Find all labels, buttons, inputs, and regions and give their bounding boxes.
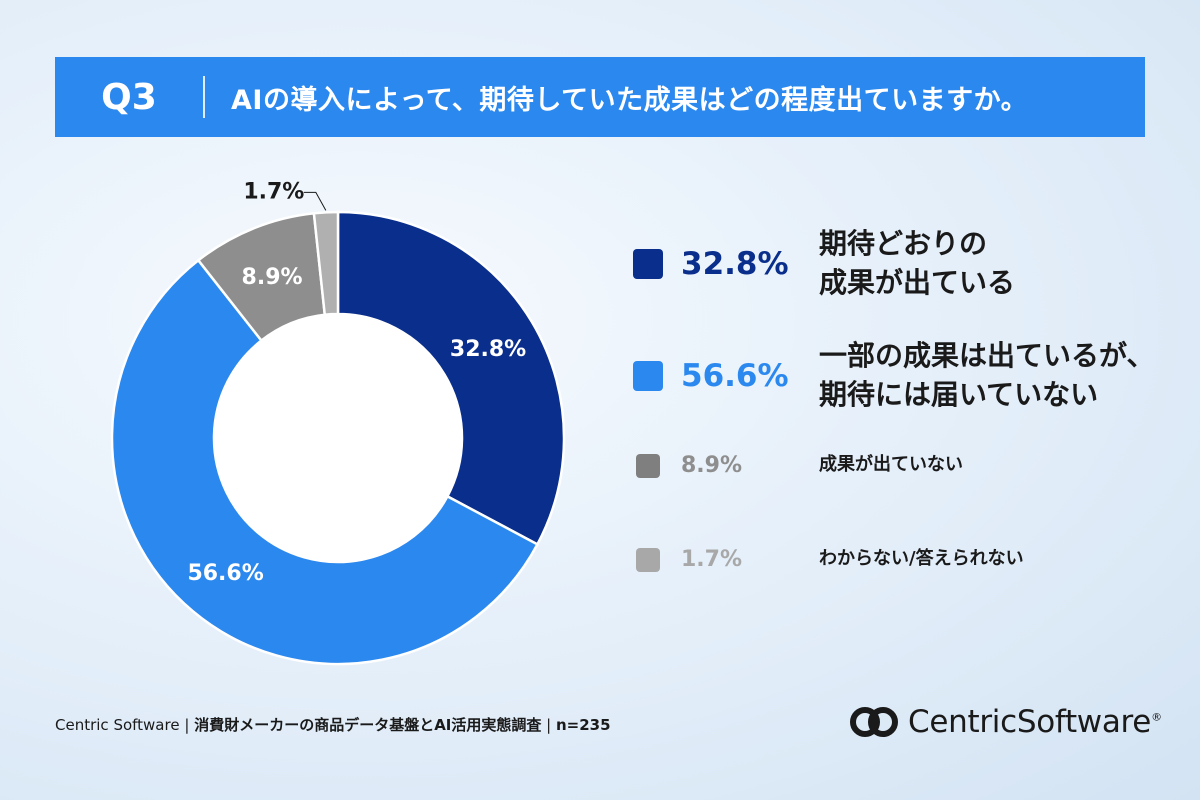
slice-unknown <box>312 210 340 317</box>
legend-label: 期待どおりの 成果が出ている <box>819 227 1016 299</box>
leader-line <box>303 191 327 211</box>
data-label-unknown: 1.7% <box>243 179 304 204</box>
legend-percent: 1.7% <box>681 547 743 572</box>
data-label-expected: 32.8% <box>450 337 526 362</box>
question-banner: Q3 AIの導入によって、期待していた成果はどの程度出ていますか。 <box>55 57 1145 137</box>
slice-partial <box>110 258 540 666</box>
question-label: Q3 <box>101 76 157 118</box>
source-separator: | <box>546 716 556 734</box>
source-company: Centric Software <box>55 716 180 734</box>
legend-item-partial: 56.6% 一部の成果は出ているが、 期待には届いていない <box>633 337 1154 414</box>
company-logo: CentricSoftware® <box>848 704 1162 740</box>
legend-percent: 8.9% <box>681 453 743 478</box>
data-label-partial: 56.6% <box>187 561 263 586</box>
legend-item-no-result: 8.9% 成果が出ていない <box>633 453 963 478</box>
legend-swatch <box>636 453 660 478</box>
legend-percent: 56.6% <box>681 357 789 394</box>
source-sample: n=235 <box>556 716 611 734</box>
logo-wordmark: CentricSoftware® <box>908 704 1162 740</box>
legend-swatch <box>633 248 663 279</box>
slice-expected <box>336 210 566 547</box>
legend-item-expected: 32.8% 期待どおりの 成果が出ている <box>633 225 1015 302</box>
legend-swatch <box>636 547 660 572</box>
donut-hole <box>215 315 461 561</box>
source-separator: | <box>184 716 195 734</box>
legend-label: 一部の成果は出ているが、 期待には届いていない <box>819 339 1155 411</box>
legend-percent: 32.8% <box>681 245 789 282</box>
legend-label: 成果が出ていない <box>819 454 963 476</box>
legend-swatch <box>633 360 663 391</box>
logo-mark-icon <box>850 707 898 737</box>
data-label-no-result: 8.9% <box>242 265 303 290</box>
legend-label: わからない/答えられない <box>819 548 1024 570</box>
question-text: AIの導入によって、期待していた成果はどの程度出ていますか。 <box>231 84 1029 116</box>
source-note: Centric Software | 消費財メーカーの商品データ基盤とAI活用実… <box>55 714 611 735</box>
source-survey: 消費財メーカーの商品データ基盤とAI活用実態調査 <box>194 716 542 734</box>
legend-item-unknown: 1.7% わからない/答えられない <box>633 547 1024 572</box>
banner-divider <box>203 76 205 118</box>
